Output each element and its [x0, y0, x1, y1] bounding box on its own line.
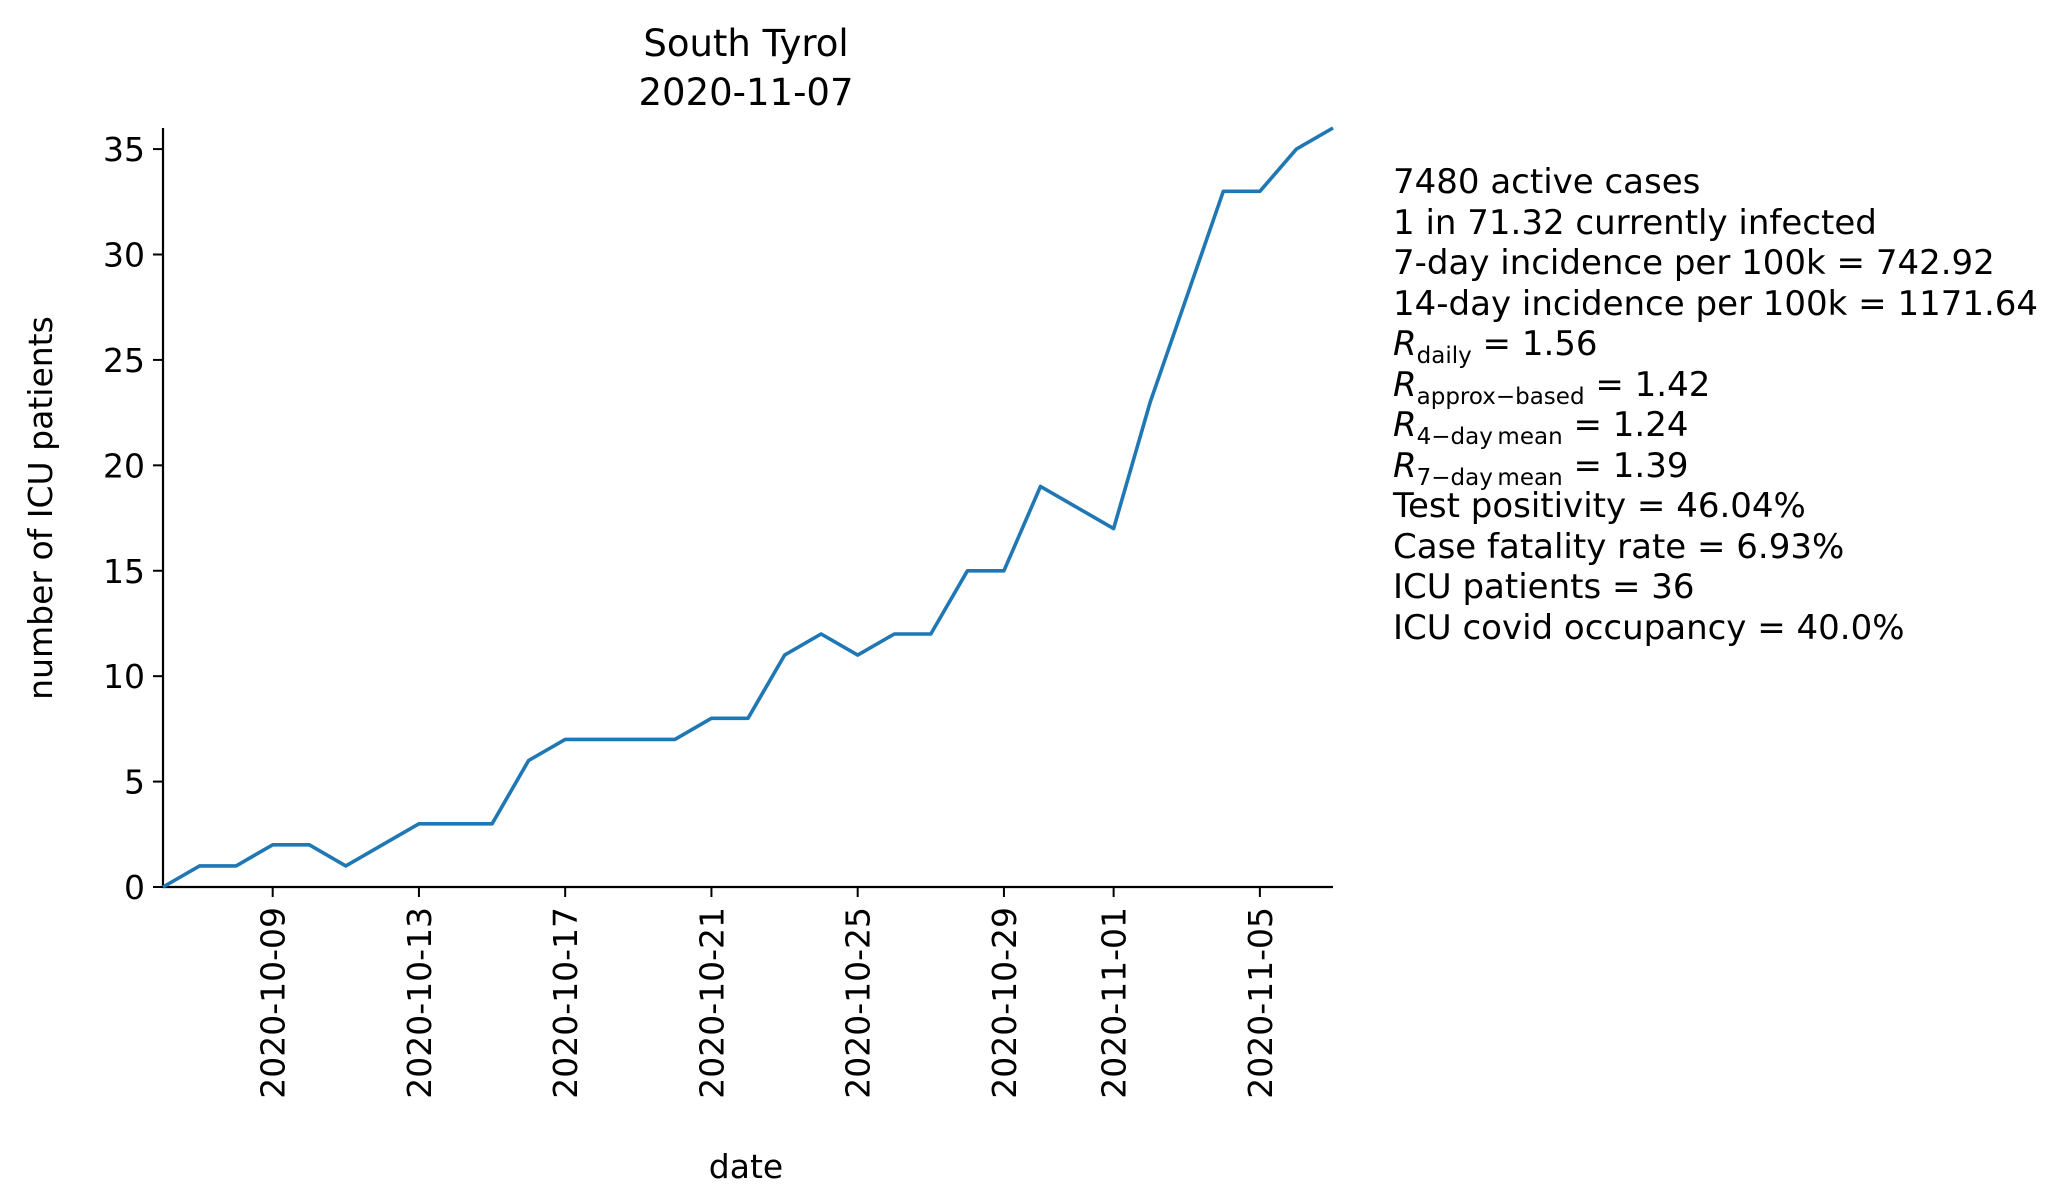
x-tick-label: 2020-11-01	[1095, 907, 1134, 1099]
r-symbol: R	[1393, 445, 1417, 486]
r-daily-text: Rdaily = 1.56	[1393, 324, 2038, 368]
y-tick-label: 30	[103, 236, 145, 275]
series-line-icu-patients	[162, 126, 1334, 889]
currently-infected-text: 1 in 71.32 currently infected	[1393, 202, 1877, 243]
chart-subtitle: 2020-11-07	[638, 71, 853, 114]
r-symbol: R	[1393, 364, 1417, 405]
r-4day-value: = 1.24	[1562, 405, 1689, 445]
x-tick-label: 2020-10-09	[254, 907, 293, 1099]
r-approx-subscript: approx−based	[1416, 383, 1585, 410]
icu-patients-text: ICU patients = 36	[1393, 567, 1695, 607]
r-symbol: R	[1393, 405, 1417, 445]
y-tick-label: 5	[124, 763, 145, 802]
x-tick-label: 2020-10-21	[692, 907, 731, 1099]
x-tick-label: 2020-10-29	[985, 907, 1024, 1099]
test-positivity-text: Test positivity = 46.04%	[1393, 486, 1806, 526]
r-daily-subscript: daily	[1416, 343, 1472, 369]
r-approx-text: Rapprox−based = 1.42	[1393, 364, 2038, 409]
r-approx-value: = 1.42	[1584, 364, 1711, 405]
r-7day-subscript: 7−day mean	[1416, 464, 1563, 491]
r-4day-text: R4−day mean = 1.24	[1393, 405, 2038, 449]
r-7day-text: R7−day mean = 1.39	[1393, 445, 2038, 490]
y-tick-label: 0	[124, 868, 145, 907]
y-tick-label: 35	[103, 130, 145, 169]
y-tick-label: 25	[103, 341, 145, 380]
incidence-7day-text: 7-day incidence per 100k = 742.92	[1393, 243, 1995, 283]
x-axis-label: date	[709, 1147, 783, 1186]
incidence-14day-text: 14-day incidence per 100k = 1171.64	[1393, 283, 2039, 324]
x-tick-label: 2020-10-17	[546, 907, 585, 1099]
stats-panel: 7480 active cases 1 in 71.32 currently i…	[1393, 162, 2038, 648]
r-4day-subscript: 4−day mean	[1416, 424, 1563, 450]
y-axis-ticks: 0 5 10 15 20 25 30 35	[103, 130, 163, 907]
x-tick-label: 2020-10-13	[400, 907, 439, 1099]
r-daily-value: = 1.56	[1471, 324, 1598, 364]
y-tick-label: 15	[103, 552, 145, 591]
x-axis-ticks: 2020-10-09 2020-10-13 2020-10-17 2020-10-21…	[254, 887, 1280, 1099]
y-tick-label: 20	[103, 446, 145, 485]
x-tick-label: 2020-11-05	[1241, 907, 1280, 1099]
active-cases-text: 7480 active cases	[1393, 162, 1701, 202]
case-fatality-text: Case fatality rate = 6.93%	[1393, 526, 1845, 567]
icu-occupancy-text: ICU covid occupancy = 40.0%	[1393, 607, 1905, 648]
chart-title: South Tyrol	[643, 22, 848, 65]
x-tick-label: 2020-10-25	[839, 907, 878, 1099]
r-symbol: R	[1393, 324, 1417, 364]
r-7day-value: = 1.39	[1562, 445, 1689, 486]
y-axis-label: number of ICU patients	[21, 316, 60, 700]
y-tick-label: 10	[103, 657, 145, 696]
